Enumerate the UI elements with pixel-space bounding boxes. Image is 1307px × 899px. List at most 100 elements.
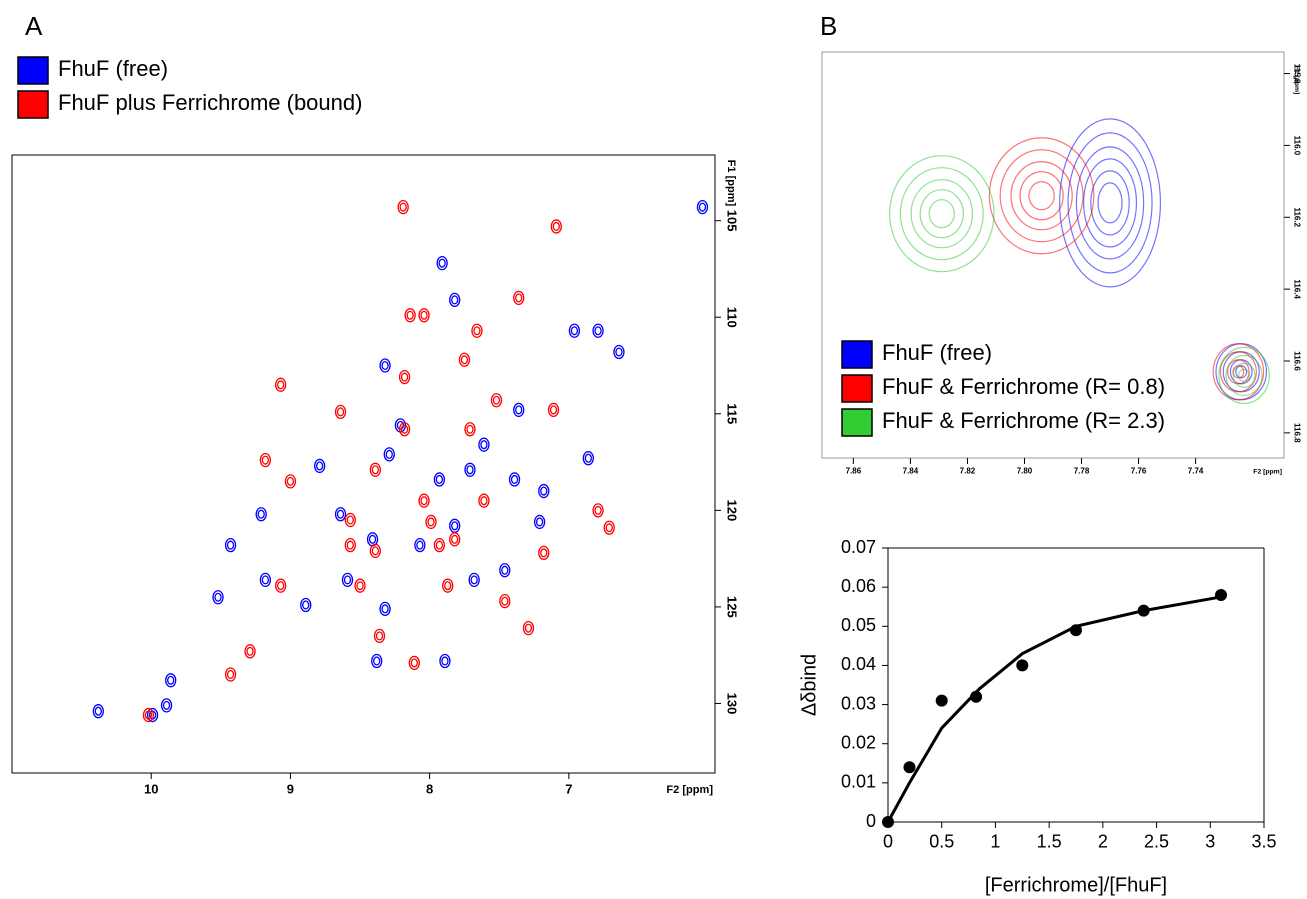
x-tick-label: 10 [144, 782, 158, 797]
peak [478, 437, 490, 452]
peak [535, 517, 544, 527]
y-tick-label: 0.01 [841, 772, 876, 792]
peak [162, 700, 171, 710]
peak [436, 255, 448, 271]
peak [344, 512, 356, 528]
peak [460, 355, 469, 365]
peak [379, 358, 391, 373]
peak [464, 422, 476, 437]
peak [420, 310, 428, 320]
y-tick-label: 115.8 [1293, 64, 1302, 84]
y-tick-label: 115 [724, 403, 739, 424]
peak [603, 520, 615, 535]
peak [410, 658, 418, 668]
y-tick-label: 0.07 [841, 537, 876, 557]
peak [373, 656, 381, 666]
peak [346, 540, 354, 550]
y-tick-label: 116.6 [1293, 351, 1302, 371]
peak [442, 578, 454, 593]
peak [470, 575, 478, 585]
peak [540, 548, 548, 558]
peak [538, 545, 550, 560]
legend-label: FhuF (free) [58, 56, 168, 81]
peak [383, 447, 395, 462]
x-tick-label: 1 [990, 831, 1000, 851]
peak [480, 440, 488, 450]
peak [451, 534, 459, 544]
legend-label: FhuF (free) [882, 340, 992, 365]
peak [224, 667, 237, 682]
legend-swatch [17, 56, 49, 85]
peak [94, 706, 102, 716]
y-tick-label: 0.05 [841, 615, 876, 635]
peak [538, 483, 550, 499]
peak [334, 404, 347, 420]
peak [451, 521, 459, 531]
x-tick-label: 9 [287, 782, 294, 797]
contour [1212, 343, 1265, 401]
peak [501, 565, 509, 575]
x-tick-label: 7.82 [960, 467, 976, 476]
peak [261, 455, 270, 465]
peak [346, 515, 354, 525]
contour [1226, 359, 1250, 385]
peak [354, 578, 366, 593]
peak [408, 655, 420, 671]
y-tick-label: 110 [724, 307, 739, 328]
peak [302, 600, 310, 610]
x-tick-label: 7.84 [903, 467, 919, 476]
legend-label: FhuF & Ferrichrome (R= 2.3) [882, 408, 1165, 433]
y-tick-label: 0 [866, 811, 876, 831]
peak [592, 323, 604, 338]
peak [466, 465, 474, 475]
peak [427, 517, 435, 527]
peak [259, 452, 272, 468]
peak [300, 597, 312, 613]
peak [420, 496, 428, 506]
peak [398, 369, 411, 385]
peak [315, 461, 324, 471]
peak [533, 514, 546, 530]
y-tick-label: 0.03 [841, 693, 876, 713]
y-axis-label: F1 [ppm] [1293, 66, 1300, 95]
peak [313, 458, 326, 474]
peak [515, 293, 523, 303]
peak [400, 372, 409, 382]
y-tick-label: 0.04 [841, 654, 876, 674]
legend-swatch [17, 90, 49, 119]
peak [341, 572, 354, 588]
peak [513, 402, 525, 418]
contour [988, 137, 1095, 255]
peak [444, 581, 452, 591]
x-tick-label: 2.5 [1144, 831, 1169, 851]
peak [146, 707, 159, 723]
y-tick-label: 116.2 [1293, 207, 1302, 227]
peak [433, 537, 446, 553]
peak [550, 219, 562, 234]
x-tick-label: 7.78 [1074, 467, 1090, 476]
peak [369, 462, 381, 477]
contour [1097, 182, 1123, 224]
legend-swatch [841, 374, 873, 403]
peak [397, 199, 409, 215]
contour [1059, 118, 1162, 288]
contour [910, 179, 973, 249]
x-tick-label: 7.86 [846, 467, 862, 476]
peak [404, 308, 416, 323]
peak [540, 486, 548, 496]
peak [284, 474, 297, 489]
peak [373, 628, 386, 644]
peak [160, 698, 173, 713]
peak [594, 326, 602, 336]
peak [399, 202, 407, 212]
x-tick-label: 1.5 [1037, 831, 1062, 851]
peak [468, 572, 480, 588]
peak [499, 563, 511, 578]
peak [439, 653, 451, 669]
peak [275, 578, 287, 593]
peak [441, 656, 449, 666]
contour [1218, 346, 1270, 404]
peak [464, 462, 476, 477]
peak [334, 507, 347, 522]
